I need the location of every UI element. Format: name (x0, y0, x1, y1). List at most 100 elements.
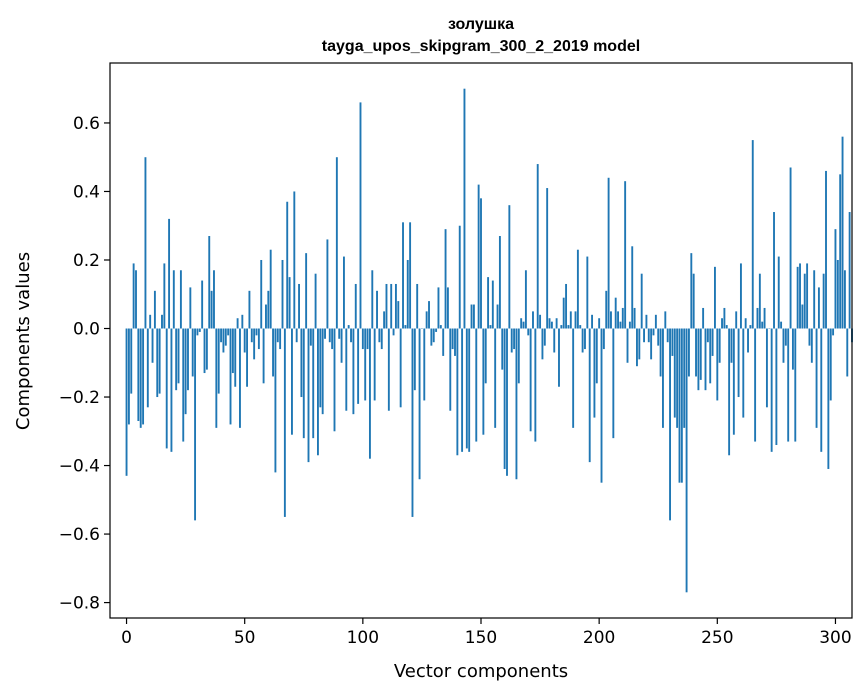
bar (321, 328, 324, 415)
y-axis-label: Components values (13, 252, 34, 430)
bar (735, 311, 738, 329)
bar (151, 328, 154, 363)
bar (246, 328, 248, 387)
bar (524, 270, 527, 329)
x-axis-label: Vector components (394, 661, 568, 682)
bar (305, 253, 308, 329)
bar (799, 263, 801, 329)
bar (413, 328, 416, 391)
bar (598, 318, 601, 329)
bar (628, 321, 631, 329)
bar (397, 301, 400, 329)
bar (553, 328, 556, 353)
bar (619, 321, 622, 329)
bar (161, 314, 163, 329)
bar (182, 328, 185, 442)
bar (189, 287, 192, 329)
bar (416, 283, 419, 329)
bar (177, 328, 180, 384)
bar (482, 328, 485, 435)
y-tick-label: −0.2 (59, 388, 100, 408)
bar (763, 307, 766, 329)
bar (439, 325, 442, 329)
bar (340, 328, 343, 363)
bar (662, 328, 664, 428)
y-tick-label: 0.2 (73, 251, 100, 271)
bar (418, 328, 421, 480)
bar (402, 222, 404, 329)
bar (172, 270, 175, 329)
bar (442, 328, 445, 356)
bar (732, 328, 735, 435)
bar (293, 191, 296, 329)
bar (569, 311, 572, 329)
bar (636, 328, 638, 367)
bar (827, 328, 830, 469)
bar (489, 325, 492, 329)
bar (224, 328, 227, 346)
bar (484, 328, 487, 384)
bar (565, 283, 568, 329)
bar (673, 328, 676, 418)
bar (737, 328, 740, 398)
bar (751, 140, 754, 329)
bar (335, 157, 338, 329)
bar (584, 328, 586, 350)
bar (574, 311, 577, 329)
bar (730, 328, 733, 363)
bar (543, 328, 546, 346)
bar (428, 301, 430, 329)
bar (227, 328, 230, 336)
bar (480, 198, 482, 329)
bar (153, 290, 156, 329)
bar (579, 325, 582, 329)
bar (130, 328, 133, 394)
bar (302, 328, 305, 439)
bar (331, 328, 334, 350)
bar (586, 256, 589, 329)
bar (560, 325, 563, 329)
bar (468, 328, 471, 452)
bar (461, 328, 464, 452)
bar (345, 328, 348, 411)
bar (236, 318, 239, 329)
bar (144, 157, 147, 329)
bar (711, 328, 714, 356)
bar (309, 328, 312, 346)
bar (135, 270, 137, 329)
bar (704, 328, 707, 391)
bar (165, 328, 168, 449)
bar (215, 328, 218, 428)
bar (411, 328, 414, 517)
bar (676, 328, 679, 428)
bar (780, 321, 783, 329)
bar (265, 304, 267, 329)
bar (179, 270, 182, 329)
chart-title: золушка (448, 16, 514, 33)
bar (191, 328, 194, 377)
bar (765, 328, 768, 408)
bar (475, 328, 478, 442)
bar (255, 328, 258, 336)
bar (777, 256, 780, 329)
bar (666, 328, 669, 343)
y-tick-label: −0.4 (59, 457, 100, 477)
bar (815, 328, 818, 428)
bar (288, 277, 291, 329)
bar (196, 328, 199, 336)
bar (548, 318, 551, 329)
bar (142, 328, 145, 425)
bar (156, 328, 159, 398)
bar (699, 328, 702, 380)
bar (617, 311, 619, 329)
bar (581, 328, 584, 353)
bar (149, 314, 152, 329)
bar (725, 325, 728, 329)
bar (532, 311, 534, 329)
bar (477, 184, 480, 329)
bar (241, 314, 244, 329)
bar (770, 328, 773, 452)
bar (352, 328, 355, 415)
bar (229, 328, 232, 425)
